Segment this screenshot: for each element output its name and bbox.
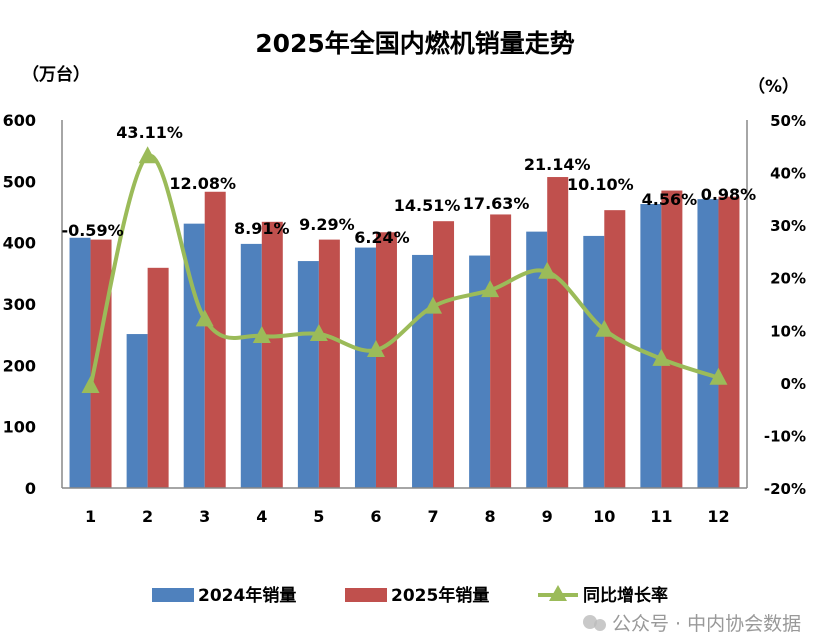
growth-data-label: 12.08% <box>169 174 236 193</box>
left-tick-label: 0 <box>25 479 36 498</box>
bar-2025-5 <box>318 239 340 488</box>
x-tick-label: 3 <box>199 507 210 526</box>
x-tick-label: 6 <box>370 507 381 526</box>
bars-group <box>69 177 740 489</box>
right-axis-unit: （%） <box>748 76 799 97</box>
left-tick-label: 600 <box>3 111 36 130</box>
bar-2024-7 <box>412 254 434 488</box>
left-tick-label: 400 <box>3 234 36 253</box>
legend-swatch-2024 <box>152 588 194 602</box>
growth-marker-4 <box>252 326 271 344</box>
growth-marker-2 <box>138 146 157 164</box>
x-tick-label: 7 <box>427 507 438 526</box>
growth-data-label: 10.10% <box>567 175 634 194</box>
growth-data-label: 43.11% <box>116 123 183 142</box>
growth-line-group: -0.59%43.11%12.08%8.91% 9.29%6.24%14.51% 1… <box>61 123 756 393</box>
legend-marker-growth <box>549 585 567 601</box>
bar-2025-12 <box>718 196 740 488</box>
growth-marker-8 <box>481 280 500 298</box>
bar-2024-1 <box>69 237 91 488</box>
bar-2024-11 <box>640 204 662 488</box>
growth-data-label: 17.63% <box>463 194 530 213</box>
growth-data-label: -0.59% <box>61 221 123 240</box>
growth-marker-10 <box>595 319 614 337</box>
bar-2025-2 <box>147 267 169 488</box>
bar-2024-12 <box>697 199 719 488</box>
left-tick-label: 500 <box>3 172 36 191</box>
x-tick-label: 11 <box>650 507 672 526</box>
bar-2024-10 <box>583 235 605 488</box>
wechat-icon <box>583 615 597 629</box>
growth-marker-11 <box>652 348 671 366</box>
bar-2025-7 <box>433 221 455 488</box>
growth-data-label: 0.98% <box>701 185 757 204</box>
bar-2024-2 <box>126 334 148 488</box>
axes-group: 0100200300400500600-20%-10%0%10%20%30%40… <box>3 111 806 526</box>
left-axis-unit: （万台） <box>22 64 90 85</box>
growth-data-label: 8.91% <box>234 219 290 238</box>
growth-marker-1 <box>81 375 100 393</box>
bar-2025-8 <box>490 214 512 488</box>
x-tick-label: 2 <box>142 507 153 526</box>
growth-marker-12 <box>709 367 728 385</box>
growth-marker-7 <box>424 296 443 314</box>
legend-label-2024: 2024年销量 <box>198 585 296 606</box>
growth-marker-3 <box>195 309 214 327</box>
x-tick-label: 12 <box>707 507 729 526</box>
watermark: 公众号 · 中内协会数据 <box>612 613 801 635</box>
bar-2024-3 <box>183 223 205 489</box>
bar-2024-4 <box>240 243 262 488</box>
legend-label-2025: 2025年销量 <box>391 585 489 606</box>
bar-2024-5 <box>297 261 319 488</box>
x-tick-label: 1 <box>85 507 96 526</box>
growth-data-label: 14.51% <box>394 196 461 215</box>
right-tick-label: 0% <box>781 375 806 393</box>
growth-data-label: 9.29% <box>299 215 355 234</box>
x-tick-label: 5 <box>313 507 324 526</box>
growth-marker-5 <box>309 324 328 342</box>
bar-2025-4 <box>261 221 283 488</box>
left-tick-label: 300 <box>3 295 36 314</box>
x-tick-label: 9 <box>542 507 553 526</box>
bar-2024-6 <box>354 247 376 488</box>
left-tick-label: 200 <box>3 356 36 375</box>
bar-2024-9 <box>526 231 548 489</box>
right-tick-label: 40% <box>770 165 806 183</box>
bar-2025-10 <box>604 210 626 488</box>
growth-data-label: 6.24% <box>354 228 410 247</box>
right-tick-label: -20% <box>764 480 806 498</box>
growth-marker-6 <box>366 340 385 358</box>
right-tick-label: 20% <box>770 270 806 288</box>
growth-marker-9 <box>538 261 557 279</box>
right-tick-label: 30% <box>770 217 806 235</box>
chart-title: 2025年全国内燃机销量走势 <box>255 29 575 58</box>
bar-2025-3 <box>204 191 226 488</box>
bar-2024-8 <box>469 255 491 488</box>
bar-2025-9 <box>547 177 569 489</box>
bar-2025-6 <box>375 232 397 488</box>
left-tick-label: 100 <box>3 418 36 437</box>
wechat-icon-bubble <box>594 619 606 631</box>
legend-swatch-2025 <box>345 588 387 602</box>
x-tick-label: 4 <box>256 507 267 526</box>
right-tick-label: -10% <box>764 427 806 445</box>
x-tick-label: 8 <box>485 507 496 526</box>
growth-data-label: 21.14% <box>524 155 591 174</box>
bar-2025-11 <box>661 190 683 489</box>
x-tick-label: 10 <box>593 507 615 526</box>
right-tick-label: 50% <box>770 112 806 130</box>
right-tick-label: 10% <box>770 322 806 340</box>
legend-label-growth: 同比增长率 <box>583 585 668 606</box>
growth-data-label: 4.56% <box>642 190 698 209</box>
